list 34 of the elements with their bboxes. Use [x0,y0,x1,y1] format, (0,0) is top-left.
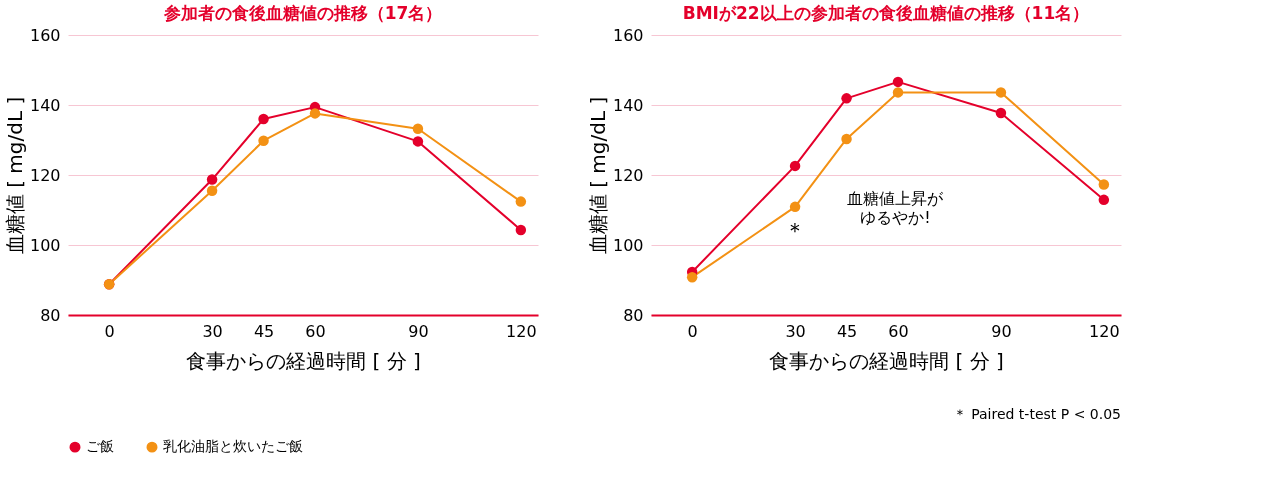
x-tick-label: 30 [202,321,223,341]
legend-label: ご飯 [86,438,114,455]
x-tick-label: 60 [888,321,909,341]
x-tick-label: 90 [408,321,429,341]
y-tick-label: 120 [29,165,61,185]
x-tick-label: 120 [1089,321,1120,341]
legend-label: 乳化油脂と炊いたご飯 [163,438,303,455]
annotation: ＊ [784,218,807,243]
x-axis-title: 食事からの経過時間 [ 分 ] [186,348,421,373]
x-tick-label: 45 [253,321,275,341]
y-tick-label: 160 [612,25,644,45]
x-tick-label: 60 [305,321,326,341]
x-tick-label: 120 [506,321,537,341]
annotation: 血糖値上昇が [847,188,945,208]
x-tick-label: 90 [991,321,1012,341]
y-tick-label: 80 [40,305,61,325]
y-axis-title: 血糖値 [ mg/dL ] [585,96,610,255]
y-tick-label: 140 [612,95,644,115]
y-tick-label: 100 [29,235,61,255]
y-tick-label: 120 [612,165,644,185]
annotation: ゆるやか! [860,208,931,228]
text: ＊ Paired t-test P < 0.05 [952,406,1121,422]
y-tick-label: 80 [623,305,644,325]
chart-title: BMIが22以上の参加者の食後血糖値の推移（11名） [682,3,1090,23]
chart-title: 参加者の食後血糖値の推移（17名） [162,3,443,23]
y-tick-label: 100 [612,235,644,255]
x-tick-label: 30 [785,321,806,341]
y-axis-title: 血糖値 [ mg/dL ] [2,96,27,255]
x-tick-label: 45 [836,321,858,341]
y-tick-label: 140 [29,95,61,115]
x-axis-title: 食事からの経過時間 [ 分 ] [769,348,1004,373]
y-tick-label: 160 [29,25,61,45]
x-tick-label: 0 [687,321,698,341]
x-tick-label: 0 [104,321,115,341]
